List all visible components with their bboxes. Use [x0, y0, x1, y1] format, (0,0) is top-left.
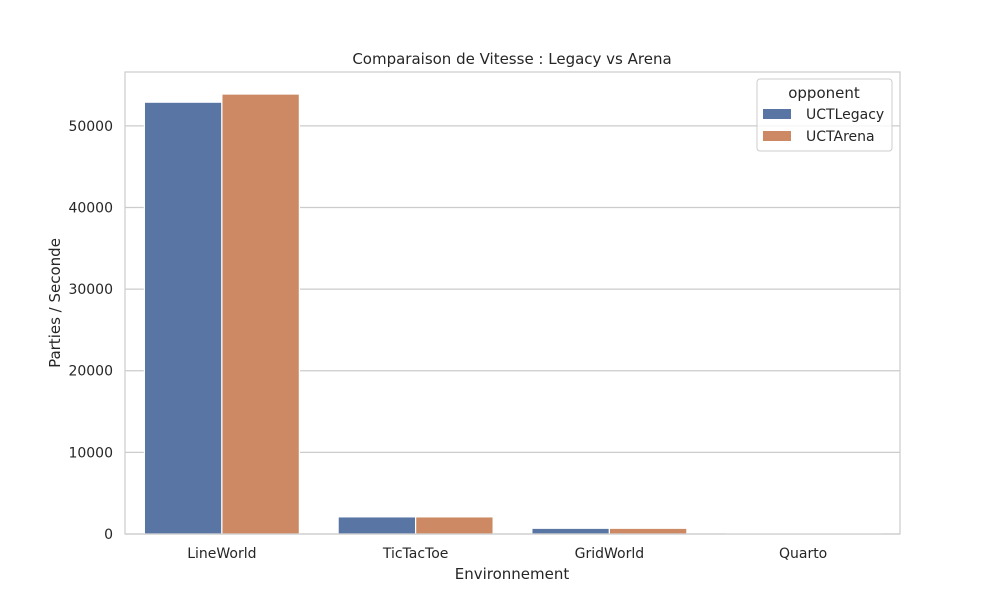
legend-label-uctarena: UCTArena [806, 129, 875, 145]
bar-uctlegacy-gridworld [531, 527, 610, 535]
y-axis-label: Parties / Seconde [46, 238, 64, 368]
y-tick-label: 40000 [68, 200, 113, 216]
chart-title: Comparaison de Vitesse : Legacy vs Arena [352, 50, 671, 68]
legend-label-uctlegacy: UCTLegacy [806, 107, 884, 123]
y-tick-label: 30000 [68, 282, 113, 298]
y-tick-label: 10000 [68, 445, 113, 461]
bar-uctarena-lineworld [221, 93, 300, 535]
bar-uctlegacy-lineworld [143, 101, 223, 535]
y-tick-label: 50000 [68, 119, 113, 135]
y-tick-labels: 0 10000 20000 30000 40000 50000 [68, 119, 113, 543]
legend-title: opponent [788, 84, 860, 102]
bar-uctarena-tictactoe [415, 516, 494, 535]
x-tick-label: Quarto [779, 546, 827, 562]
bar-uctarena-gridworld [608, 527, 688, 535]
legend-swatch-uctarena [763, 131, 791, 141]
legend: opponent UCTLegacy UCTArena [756, 78, 893, 152]
x-tick-label: GridWorld [575, 546, 645, 562]
x-tick-labels: LineWorld TicTacToe GridWorld Quarto [187, 546, 827, 562]
bar-uctlegacy-tictactoe [337, 516, 417, 535]
x-axis-label: Environnement [455, 565, 570, 583]
x-tick-label: LineWorld [187, 546, 256, 562]
y-tick-label: 20000 [68, 364, 113, 380]
bars [143, 93, 882, 535]
y-tick-label: 0 [104, 527, 113, 543]
legend-swatch-uctlegacy [763, 109, 791, 119]
plot-frame [124, 71, 901, 535]
x-tick-label: TicTacToe [382, 546, 449, 562]
